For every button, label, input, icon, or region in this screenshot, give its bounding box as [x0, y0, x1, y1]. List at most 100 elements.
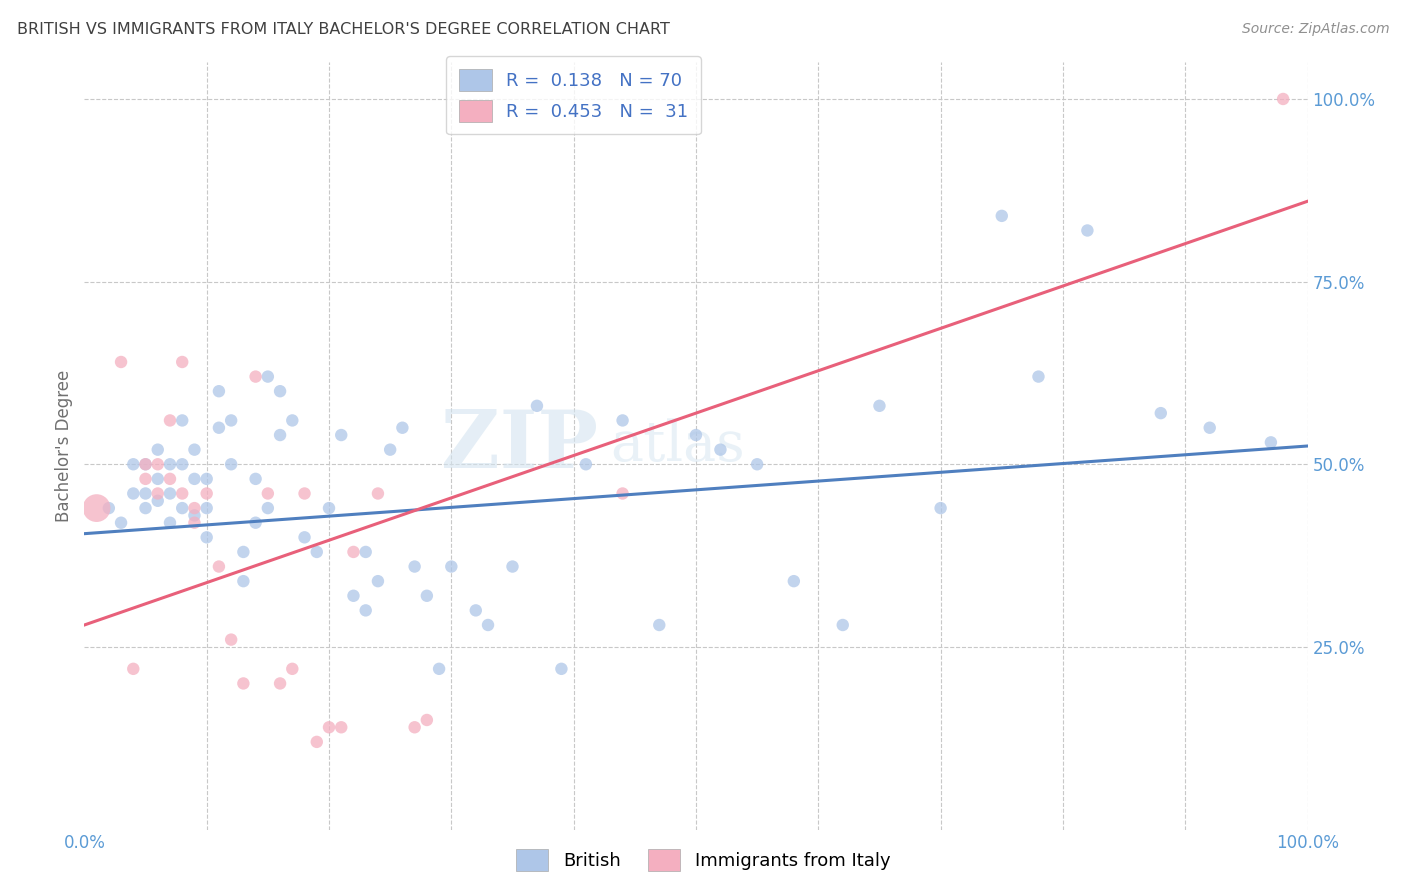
Point — [354, 545, 377, 559]
Point — [1028, 369, 1050, 384]
Point — [612, 413, 634, 427]
Point — [135, 472, 157, 486]
Point — [294, 530, 316, 544]
Point — [122, 457, 145, 471]
Point — [232, 574, 254, 589]
Text: atlas: atlas — [610, 418, 745, 474]
Point — [330, 720, 353, 734]
Point — [464, 603, 486, 617]
Point — [869, 399, 891, 413]
Point — [367, 574, 389, 589]
Point — [783, 574, 806, 589]
Point — [416, 589, 439, 603]
Point — [172, 355, 194, 369]
Point — [232, 676, 254, 690]
Point — [183, 472, 205, 486]
Text: BRITISH VS IMMIGRANTS FROM ITALY BACHELOR'S DEGREE CORRELATION CHART: BRITISH VS IMMIGRANTS FROM ITALY BACHELO… — [17, 22, 669, 37]
Legend: British, Immigrants from Italy: British, Immigrants from Italy — [509, 842, 897, 879]
Point — [86, 501, 108, 516]
Point — [685, 428, 707, 442]
Point — [172, 413, 194, 427]
Point — [354, 603, 377, 617]
Point — [991, 209, 1014, 223]
Point — [122, 662, 145, 676]
Point — [416, 713, 439, 727]
Point — [159, 472, 181, 486]
Legend: R =  0.138   N = 70, R =  0.453   N =  31: R = 0.138 N = 70, R = 0.453 N = 31 — [447, 56, 700, 135]
Point — [269, 384, 291, 399]
Point — [172, 457, 194, 471]
Point — [110, 516, 132, 530]
Point — [135, 501, 157, 516]
Point — [219, 457, 242, 471]
Point — [427, 662, 450, 676]
Point — [146, 442, 169, 457]
Y-axis label: Bachelor's Degree: Bachelor's Degree — [55, 370, 73, 522]
Point — [159, 457, 181, 471]
Point — [135, 457, 157, 471]
Point — [183, 508, 205, 523]
Point — [526, 399, 548, 413]
Point — [183, 501, 205, 516]
Point — [135, 457, 157, 471]
Point — [380, 442, 402, 457]
Point — [245, 516, 267, 530]
Point — [929, 501, 952, 516]
Point — [391, 421, 413, 435]
Point — [367, 486, 389, 500]
Point — [1076, 223, 1098, 237]
Point — [550, 662, 572, 676]
Point — [281, 662, 304, 676]
Point — [183, 516, 205, 530]
Point — [208, 384, 231, 399]
Point — [404, 720, 426, 734]
Point — [172, 501, 194, 516]
Point — [831, 618, 853, 632]
Point — [183, 442, 205, 457]
Point — [257, 501, 280, 516]
Point — [146, 457, 169, 471]
Point — [648, 618, 671, 632]
Point — [146, 472, 169, 486]
Point — [195, 486, 218, 500]
Point — [135, 486, 157, 500]
Point — [342, 589, 364, 603]
Point — [146, 493, 169, 508]
Point — [318, 501, 340, 516]
Point — [269, 428, 291, 442]
Point — [1272, 92, 1295, 106]
Point — [318, 720, 340, 734]
Point — [477, 618, 499, 632]
Text: Source: ZipAtlas.com: Source: ZipAtlas.com — [1241, 22, 1389, 37]
Point — [305, 735, 328, 749]
Point — [440, 559, 463, 574]
Point — [219, 632, 242, 647]
Point — [159, 486, 181, 500]
Point — [294, 486, 316, 500]
Point — [1150, 406, 1173, 420]
Point — [257, 369, 280, 384]
Point — [404, 559, 426, 574]
Point — [281, 413, 304, 427]
Point — [709, 442, 731, 457]
Point — [122, 486, 145, 500]
Point — [146, 486, 169, 500]
Text: ZIP: ZIP — [441, 407, 598, 485]
Point — [208, 421, 231, 435]
Point — [159, 413, 181, 427]
Point — [232, 545, 254, 559]
Point — [575, 457, 598, 471]
Point — [330, 428, 353, 442]
Point — [269, 676, 291, 690]
Point — [219, 413, 242, 427]
Point — [342, 545, 364, 559]
Point — [245, 369, 267, 384]
Point — [208, 559, 231, 574]
Point — [195, 472, 218, 486]
Point — [1260, 435, 1282, 450]
Point — [305, 545, 328, 559]
Point — [172, 486, 194, 500]
Point — [110, 355, 132, 369]
Point — [502, 559, 524, 574]
Point — [1198, 421, 1220, 435]
